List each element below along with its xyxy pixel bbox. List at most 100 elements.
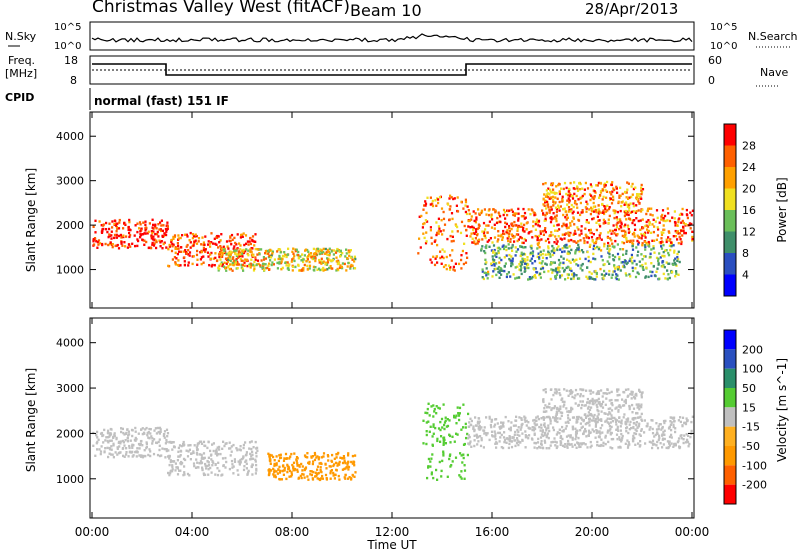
velocity-echo-cell [609, 431, 612, 435]
velocity-echo-cell [584, 404, 587, 407]
power-echo-cell [612, 270, 615, 273]
velocity-echo-cell [99, 432, 103, 435]
power-echo-cell [600, 249, 603, 252]
power-echo-cell [278, 261, 281, 264]
velocity-echo-cell [342, 455, 345, 458]
power-echo-cell [601, 189, 604, 192]
power-echo-cell [627, 203, 630, 207]
velocity-echo-cell [448, 433, 451, 436]
power-echo-cell [596, 184, 599, 187]
power-echo-cell [582, 237, 585, 240]
power-echo-cell [641, 258, 644, 261]
power-echo-cell [584, 257, 587, 261]
velocity-echo-cell [247, 469, 250, 473]
power-echo-cell [668, 276, 671, 280]
power-echo-cell [626, 203, 629, 206]
velocity-echo-cell [121, 427, 124, 431]
power-echo-cell [499, 247, 502, 251]
power-echo-cell [465, 252, 468, 255]
power-echo-cell [552, 217, 555, 220]
power-echo-cell [579, 196, 582, 200]
velocity-echo-cell [502, 446, 505, 450]
velocity-echo-cell [108, 452, 111, 455]
power-echo-cell [678, 213, 681, 216]
velocity-echo-cell [306, 452, 309, 455]
velocity-echo-cell [490, 430, 494, 433]
power-echo-cell [498, 269, 501, 272]
power-echo-cell [153, 239, 156, 242]
velocity-echo-cell [525, 424, 528, 427]
power-echo-cell [662, 231, 665, 234]
power-echo-cell [669, 241, 673, 244]
power-echo-cell [464, 261, 468, 264]
power-echo-cell [181, 234, 184, 237]
power-echo-cell [575, 241, 578, 244]
velocity-echo-cell [270, 469, 273, 472]
power-echo-cell [533, 213, 536, 217]
power-echo-cell [123, 221, 126, 225]
velocity-echo-cell [427, 457, 430, 461]
power-echo-cell [300, 259, 304, 262]
velocity-echo-cell [594, 401, 597, 404]
velocity-echo-cell [686, 439, 689, 442]
power-echo-cell [249, 262, 252, 265]
velocity-echo-cell [565, 424, 568, 428]
velocity-echo-cell [549, 419, 552, 422]
power-echo-cell [691, 230, 694, 233]
power-echo-cell [433, 240, 436, 243]
velocity-echo-cell [171, 470, 174, 473]
velocity-echo-cell [617, 408, 620, 412]
power-echo-cell [591, 240, 594, 243]
power-echo-cell [634, 186, 637, 189]
power-echo-cell [286, 253, 289, 256]
power-echo-cell [647, 207, 650, 210]
power-echo-cell [328, 254, 331, 257]
power-echo-cell [511, 249, 514, 252]
velocity-echo-cell [610, 398, 613, 402]
power-echo-cell [253, 244, 256, 247]
velocity-echo-cell [436, 437, 439, 441]
power-echo-cell [500, 273, 503, 276]
velocity-echo-cell [453, 440, 456, 443]
power-echo-cell [318, 258, 321, 262]
velocity-echo-cell [607, 407, 610, 411]
power-echo-cell [139, 234, 142, 237]
power-echo-cell [247, 243, 250, 246]
power-echo-cell [500, 258, 503, 262]
power-echo-cell [661, 213, 664, 217]
power-echo-cell [597, 237, 600, 240]
power-echo-cell [178, 250, 181, 253]
power-echo-cell [221, 264, 224, 268]
velocity-echo-cell [588, 431, 591, 435]
power-echo-cell [659, 241, 662, 244]
power-echo-cell [442, 210, 445, 214]
velocity-echo-cell [426, 476, 429, 480]
velocity-echo-cell [267, 452, 270, 455]
velocity-echo-cell [148, 437, 151, 440]
power-echo-cell [167, 264, 170, 268]
velocity-echo-cell [527, 437, 530, 440]
velocity-echo-cell [458, 406, 462, 410]
velocity-echo-cell [533, 432, 536, 435]
velocity-echo-cell [635, 429, 638, 432]
velocity-echo-cell [616, 388, 619, 391]
velocity-echo-cell [184, 458, 187, 462]
velocity-echo-cell [554, 388, 557, 391]
velocity-echo-cell [654, 433, 657, 437]
power-echo-cell [186, 243, 189, 247]
power-echo-cell [515, 233, 518, 236]
power-echo-cell [168, 243, 171, 247]
velocity-echo-cell [436, 439, 439, 443]
velocity-echo-cell [295, 458, 298, 461]
velocity-echo-cell [313, 458, 317, 462]
noise-sky-trace [91, 33, 693, 43]
power-echo-cell [547, 253, 550, 256]
power-echo-cell [449, 194, 452, 197]
power-echo-cell [217, 269, 220, 272]
velocity-echo-cell [151, 440, 154, 443]
power-echo-cell [539, 250, 542, 253]
power-echo-cell [172, 243, 175, 246]
velocity-echo-cell [543, 410, 546, 413]
power-echo-cell [608, 255, 611, 259]
velocity-echo-cell [571, 436, 574, 440]
